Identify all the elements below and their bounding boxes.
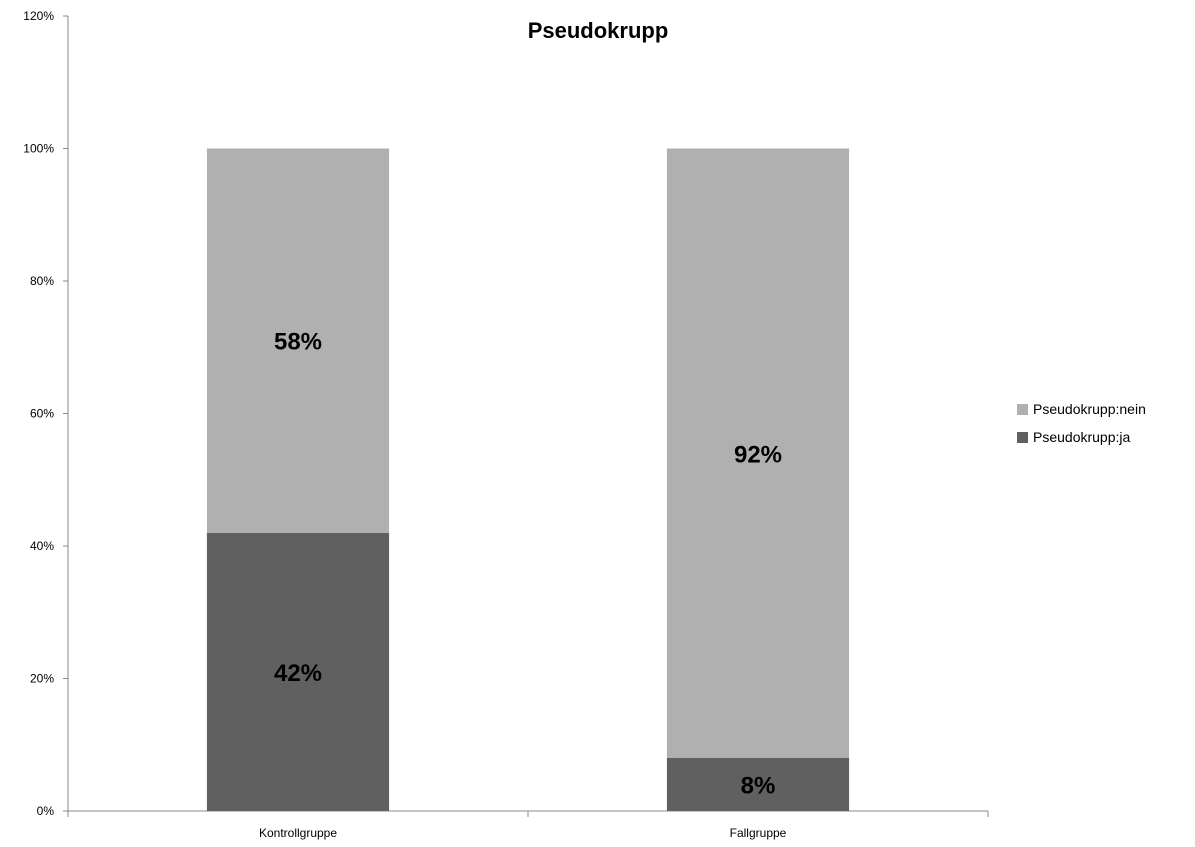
chart-title: Pseudokrupp bbox=[528, 18, 669, 43]
bar-segment bbox=[666, 758, 850, 811]
legend-label: Pseudokrupp:nein bbox=[1033, 401, 1146, 417]
legend-swatch bbox=[1017, 432, 1028, 443]
x-axis: Kontrollgruppe Fallgruppe bbox=[67, 810, 989, 840]
y-tick-label: 100% bbox=[23, 142, 54, 156]
legend-label: Pseudokrupp:ja bbox=[1033, 429, 1131, 445]
bars: 42% 58% 8% 92% bbox=[206, 148, 850, 811]
y-tick-label: 20% bbox=[30, 672, 54, 686]
bar-segment bbox=[206, 532, 390, 811]
y-axis: 0% 20% 40% 60% 80% 100% 120% bbox=[23, 9, 69, 818]
data-label: 58% bbox=[274, 329, 322, 356]
data-label: 8% bbox=[741, 773, 776, 800]
bar-segment bbox=[206, 148, 390, 533]
y-tick-label: 120% bbox=[23, 9, 54, 23]
y-tick-label: 40% bbox=[30, 539, 54, 553]
legend: Pseudokrupp:nein Pseudokrupp:ja bbox=[1017, 401, 1146, 445]
legend-swatch bbox=[1017, 404, 1028, 415]
x-tick-label: Fallgruppe bbox=[730, 826, 787, 840]
y-tick-label: 0% bbox=[37, 804, 55, 818]
bar-segment bbox=[666, 148, 850, 758]
data-label: 42% bbox=[274, 660, 322, 687]
data-label: 92% bbox=[734, 441, 782, 468]
y-tick-label: 60% bbox=[30, 407, 54, 421]
x-tick-label: Kontrollgruppe bbox=[259, 826, 337, 840]
y-tick-label: 80% bbox=[30, 274, 54, 288]
